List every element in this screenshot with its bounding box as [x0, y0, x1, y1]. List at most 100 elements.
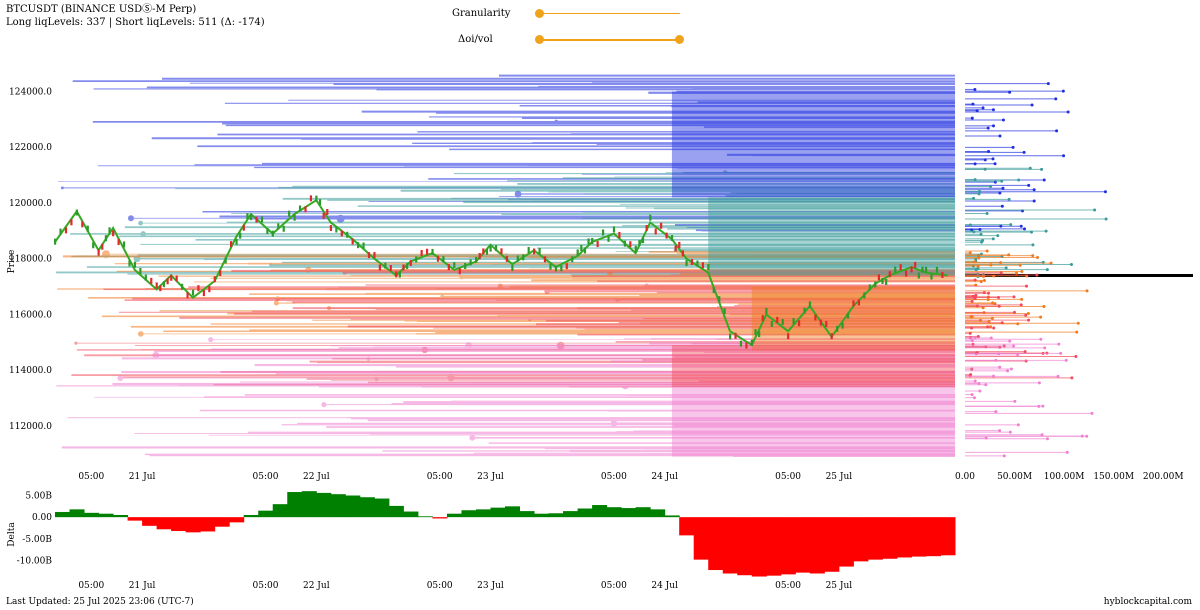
- candle: [474, 256, 478, 263]
- candle: [734, 332, 737, 339]
- liq-volume-dot: [1032, 188, 1036, 192]
- candle: [482, 248, 485, 255]
- candle: [881, 277, 884, 284]
- liq-volume-dot: [1012, 344, 1016, 348]
- candle: [271, 230, 274, 237]
- delta-bar: [592, 505, 608, 518]
- brand-link[interactable]: hyblockcapital.com: [1103, 597, 1192, 607]
- candle: [70, 219, 73, 226]
- candle: [242, 224, 245, 231]
- candle: [97, 249, 100, 256]
- candle: [511, 264, 514, 271]
- delta-bar: [490, 507, 506, 518]
- candle: [458, 268, 461, 275]
- liq-volume-dot: [1012, 310, 1016, 314]
- candle: [235, 238, 238, 245]
- liq-volume-dot: [1049, 261, 1053, 265]
- liq-volume-dot: [1057, 342, 1061, 346]
- liq-volume-dot: [970, 116, 974, 120]
- price-tick-label: 114000.0: [9, 366, 52, 376]
- volume-tick-label: 100.00M: [1044, 472, 1085, 482]
- delta-time-tick-label: 05:00: [78, 581, 104, 591]
- delta-time-tick-label: 05:00: [601, 581, 627, 591]
- delta-axis-label: Delta: [7, 522, 17, 547]
- liq-volume-dot: [986, 126, 990, 130]
- oi-vol-label: Δoi/vol: [458, 34, 493, 45]
- liq-level-dot: [465, 342, 472, 349]
- candle: [601, 229, 605, 236]
- liq-volume-dot: [969, 315, 973, 319]
- liq-level-dot: [152, 351, 160, 359]
- candle: [638, 240, 641, 247]
- candle: [678, 241, 681, 248]
- time-tick-label: 23 Jul: [477, 472, 504, 482]
- liq-level-dot: [60, 186, 64, 190]
- liq-level-dot: [514, 190, 522, 198]
- liq-volume-dot: [1041, 404, 1045, 408]
- candle: [941, 271, 944, 278]
- delta-time-tick-label: 21 Jul: [129, 581, 156, 591]
- liq-volume-dot: [975, 109, 979, 113]
- candle: [899, 264, 902, 271]
- granularity-label: Granularity: [452, 8, 511, 19]
- granularity-slider-track[interactable]: [540, 13, 680, 14]
- candle: [191, 289, 195, 296]
- candle: [587, 238, 590, 245]
- candle: [690, 258, 694, 265]
- delta-bar: [359, 497, 375, 518]
- candle: [930, 273, 933, 280]
- delta-bar: [737, 517, 753, 576]
- mid-liq-cluster: [708, 197, 955, 276]
- candle: [230, 241, 233, 248]
- candle: [527, 246, 530, 253]
- candle: [54, 238, 57, 245]
- oi-vol-slider-handle-min[interactable]: [535, 35, 544, 44]
- liq-volume-dot: [1009, 223, 1013, 227]
- candle: [670, 234, 674, 241]
- granularity-slider-handle[interactable]: [535, 9, 544, 18]
- liq-volume-dot: [998, 191, 1002, 195]
- candle: [108, 227, 111, 234]
- delta-bar: [84, 512, 100, 518]
- candle: [304, 206, 307, 213]
- candle: [888, 271, 891, 278]
- oi-vol-slider-handle-max[interactable]: [675, 35, 684, 44]
- candle: [478, 253, 481, 260]
- candle: [836, 325, 839, 332]
- liq-level-dot: [321, 402, 327, 408]
- liq-level-dot: [117, 375, 124, 381]
- liq-volume-dot: [1011, 145, 1015, 149]
- liq-volume-dot: [998, 429, 1002, 433]
- volume-tick-label: 150.00M: [1093, 472, 1134, 482]
- delta-bar: [55, 511, 71, 518]
- candle: [398, 271, 401, 278]
- liq-volume-dot: [1002, 454, 1006, 458]
- candle: [202, 290, 205, 297]
- candle: [128, 260, 131, 267]
- candle: [649, 214, 652, 221]
- delta-bar: [258, 510, 274, 518]
- liq-volume-dot: [973, 178, 977, 182]
- delta-bar: [548, 513, 564, 518]
- liq-volume-dot: [1070, 376, 1074, 380]
- delta-time-tick-label: 22 Jul: [303, 581, 330, 591]
- delta-bar: [882, 517, 898, 559]
- liq-volume-dot: [998, 365, 1002, 369]
- delta-bar: [505, 506, 521, 518]
- delta-bar: [780, 517, 796, 575]
- liq-volume-dot: [976, 266, 980, 270]
- delta-bar: [635, 507, 651, 518]
- candle: [431, 248, 434, 255]
- price-tick-label: 122000.0: [9, 143, 52, 153]
- delta-bar: [301, 491, 317, 518]
- liq-volume-dot: [1103, 190, 1107, 194]
- liq-volume-dot: [972, 396, 976, 400]
- liq-volume-dot: [1040, 167, 1044, 171]
- candle: [580, 245, 583, 252]
- candle: [255, 216, 258, 223]
- candle: [754, 329, 757, 336]
- candle: [326, 208, 329, 215]
- time-tick-label: 05:00: [253, 472, 279, 482]
- oi-vol-slider-track[interactable]: [540, 39, 680, 41]
- delta-tick-label: -10.00B: [17, 557, 53, 567]
